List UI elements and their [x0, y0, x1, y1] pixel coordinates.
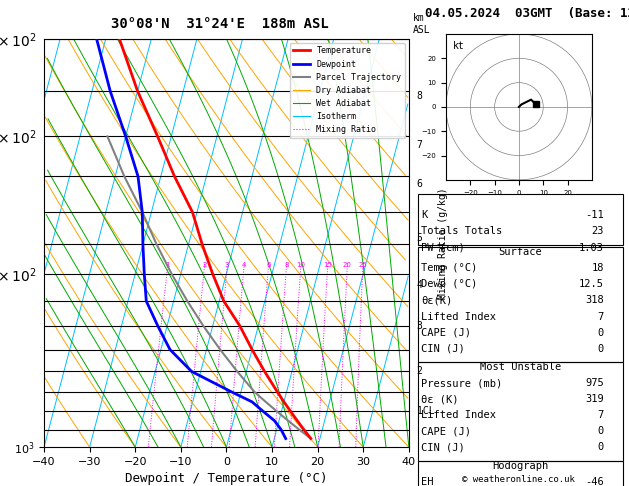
Text: Most Unstable: Most Unstable [480, 362, 561, 372]
Text: CIN (J): CIN (J) [421, 442, 465, 452]
Text: Totals Totals: Totals Totals [421, 226, 503, 237]
Text: 8: 8 [416, 91, 423, 101]
Text: 4: 4 [242, 262, 246, 268]
Text: 18: 18 [591, 263, 604, 274]
Text: 0: 0 [598, 344, 604, 354]
Text: CIN (J): CIN (J) [421, 344, 465, 354]
Text: 319: 319 [585, 394, 604, 404]
Text: CAPE (J): CAPE (J) [421, 328, 471, 338]
Text: 23: 23 [591, 226, 604, 237]
Text: Hodograph: Hodograph [493, 461, 548, 471]
Text: CAPE (J): CAPE (J) [421, 426, 471, 436]
Text: Temp (°C): Temp (°C) [421, 263, 477, 274]
Text: 25: 25 [359, 262, 367, 268]
Text: 04.05.2024  03GMT  (Base: 12): 04.05.2024 03GMT (Base: 12) [425, 7, 629, 20]
Text: 6: 6 [266, 262, 270, 268]
Text: 20: 20 [343, 262, 352, 268]
Text: 12.5: 12.5 [579, 279, 604, 290]
Text: -11: -11 [585, 210, 604, 221]
Text: θε (K): θε (K) [421, 394, 459, 404]
Text: 7: 7 [598, 410, 604, 420]
Text: km
ASL: km ASL [413, 13, 430, 35]
Text: 7: 7 [416, 140, 423, 150]
Text: Lifted Index: Lifted Index [421, 410, 496, 420]
Text: Mixing Ratio (g/kg): Mixing Ratio (g/kg) [438, 187, 448, 299]
X-axis label: Dewpoint / Temperature (°C): Dewpoint / Temperature (°C) [125, 472, 328, 486]
Text: 5: 5 [416, 233, 423, 243]
Text: 0: 0 [598, 426, 604, 436]
Text: Pressure (mb): Pressure (mb) [421, 378, 503, 388]
Text: 7: 7 [598, 312, 604, 322]
Text: Dewp (°C): Dewp (°C) [421, 279, 477, 290]
Text: 975: 975 [585, 378, 604, 388]
Text: 10: 10 [296, 262, 305, 268]
Text: EH: EH [421, 477, 434, 486]
Text: 8: 8 [284, 262, 289, 268]
Text: 0: 0 [598, 442, 604, 452]
Text: K: K [421, 210, 428, 221]
Text: kt: kt [454, 41, 465, 52]
Text: 30°08'N  31°24'E  188m ASL: 30°08'N 31°24'E 188m ASL [111, 17, 329, 31]
Text: © weatheronline.co.uk: © weatheronline.co.uk [462, 474, 576, 484]
Text: -46: -46 [585, 477, 604, 486]
Text: PW (cm): PW (cm) [421, 243, 465, 253]
Legend: Temperature, Dewpoint, Parcel Trajectory, Dry Adiabat, Wet Adiabat, Isotherm, Mi: Temperature, Dewpoint, Parcel Trajectory… [290, 43, 404, 138]
Text: 0: 0 [598, 328, 604, 338]
Text: 318: 318 [585, 295, 604, 306]
Text: Surface: Surface [499, 247, 542, 258]
Text: Lifted Index: Lifted Index [421, 312, 496, 322]
Text: 2: 2 [416, 366, 423, 377]
Text: 4: 4 [416, 280, 423, 290]
Text: 15: 15 [323, 262, 332, 268]
Text: θε(K): θε(K) [421, 295, 453, 306]
Text: 1: 1 [165, 262, 170, 268]
Text: 2: 2 [202, 262, 206, 268]
Text: 1: 1 [416, 406, 423, 417]
Text: 1.03: 1.03 [579, 243, 604, 253]
Text: LCL: LCL [416, 406, 434, 417]
Text: 3: 3 [416, 321, 423, 331]
Text: 3: 3 [225, 262, 230, 268]
Text: 6: 6 [416, 179, 423, 189]
